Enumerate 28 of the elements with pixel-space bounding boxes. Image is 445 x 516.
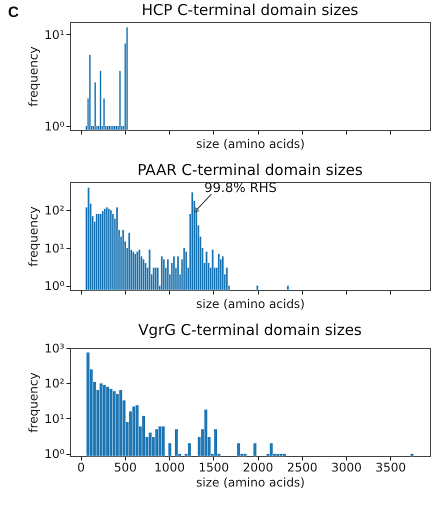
x-axis-title: size (amino acids)	[196, 297, 305, 311]
x-tick-label: 0	[77, 460, 85, 474]
x-tick-label: 2500	[286, 460, 318, 474]
x-tick-label: 2000	[242, 460, 274, 474]
x-tick-label: 3000	[331, 460, 362, 474]
x-tick-label: 1500	[198, 460, 230, 474]
x-tick-label: 1000	[154, 460, 185, 474]
y-tick-label: 10¹	[44, 241, 65, 256]
y-tick-label: 10²	[44, 376, 65, 391]
y-axis-title: frequency	[26, 372, 40, 433]
chart-title: VgrG C-terminal domain sizes	[138, 321, 362, 339]
y-tick-label: 10⁰	[44, 119, 65, 134]
y-tick-label: 10³	[44, 342, 65, 356]
chart-title: PAAR C-terminal domain sizes	[137, 161, 363, 179]
y-tick-label: 10²	[44, 204, 65, 218]
x-tick-label: 3500	[375, 460, 406, 474]
y-axis-title: frequency	[26, 46, 40, 107]
x-tick-label: 500	[114, 460, 137, 474]
x-axis-title: size (amino acids)	[196, 476, 305, 490]
annotation: 99.8% RHS	[204, 181, 277, 196]
y-tick-label: 10¹	[44, 28, 65, 42]
y-axis-title: frequency	[26, 206, 40, 267]
y-tick-label: 10⁰	[44, 447, 65, 462]
y-tick-label: 10⁰	[44, 279, 65, 294]
y-tick-label: 10¹	[44, 412, 65, 426]
x-axis-title: size (amino acids)	[196, 137, 305, 151]
text: C	[8, 4, 19, 21]
chart-title: HCP C-terminal domain sizes	[142, 1, 359, 19]
